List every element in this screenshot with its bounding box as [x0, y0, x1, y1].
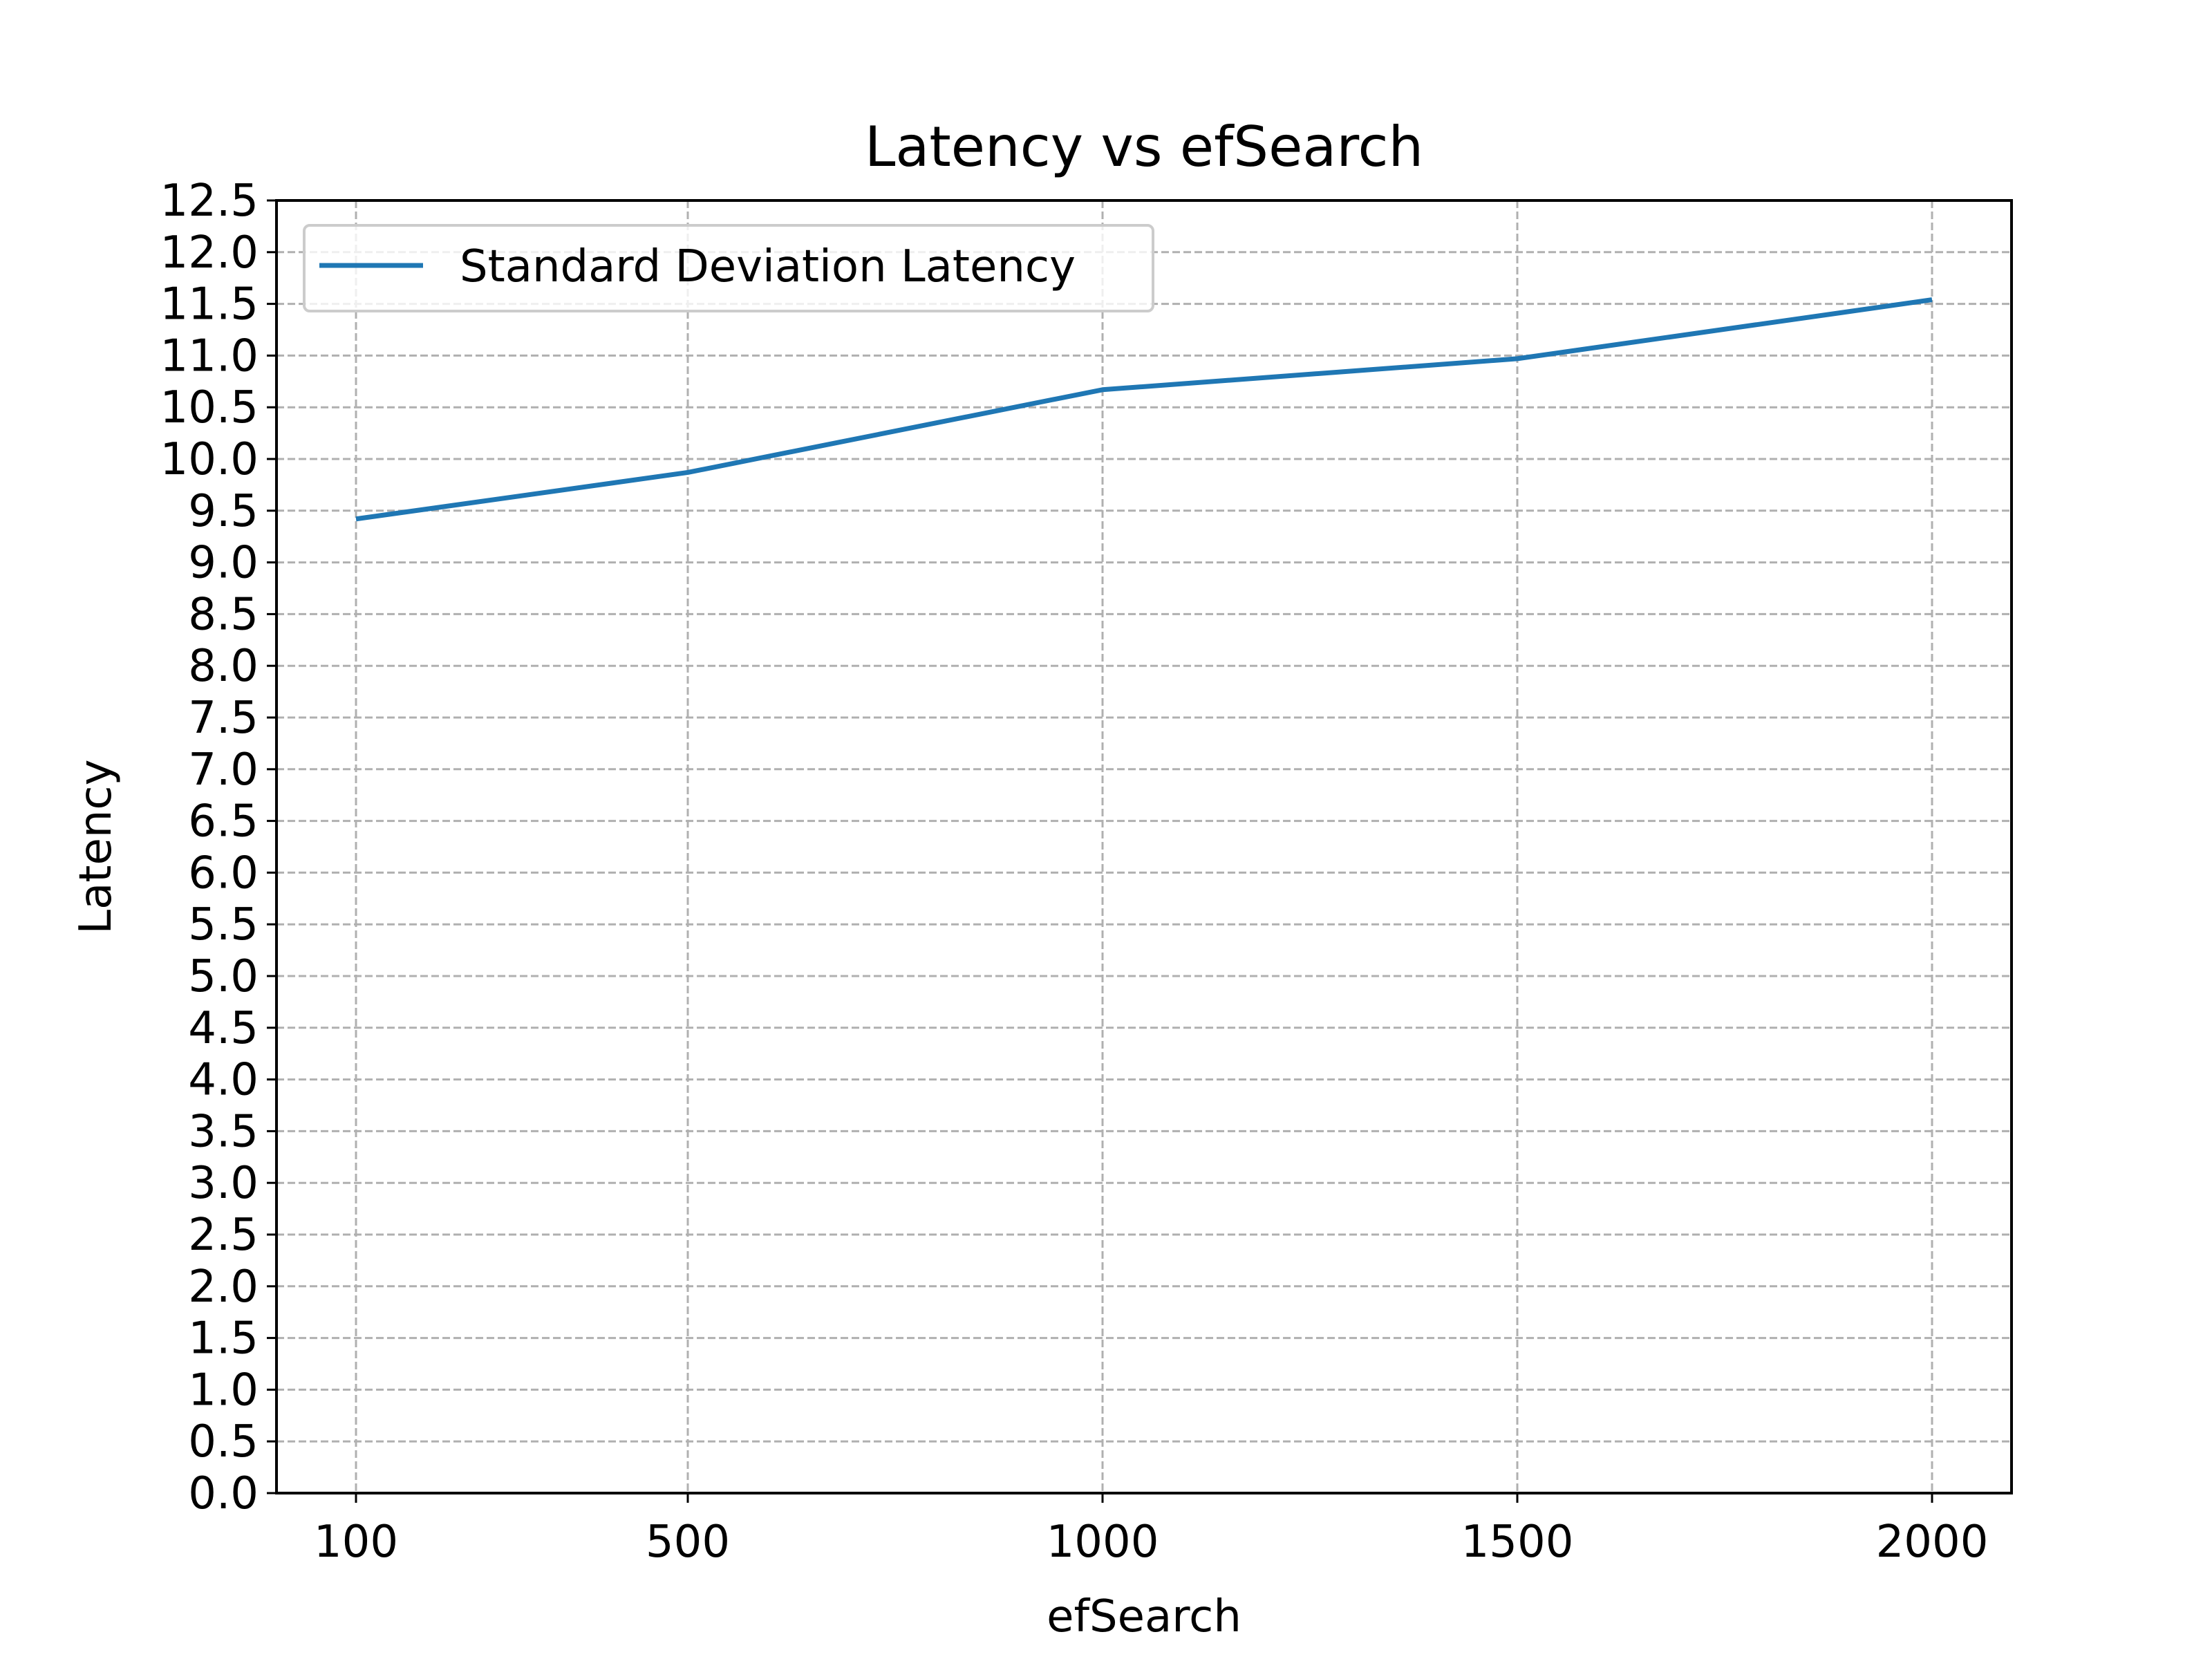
y-tick-label: 8.5 [188, 589, 259, 640]
y-tick-label: 4.5 [188, 1003, 259, 1054]
chart-title: Latency vs efSearch [865, 115, 1423, 179]
y-tick-label: 0.0 [188, 1468, 259, 1519]
grid-lines [276, 199, 2012, 1494]
y-axis-label: Latency [71, 760, 122, 935]
x-tick-label: 100 [314, 1517, 398, 1568]
y-tick-label: 10.0 [160, 434, 259, 485]
y-tick-label: 1.0 [188, 1365, 259, 1416]
legend: Standard Deviation Latency [303, 224, 1154, 312]
series-line [355, 297, 1933, 522]
x-tick-label: 1000 [1047, 1517, 1159, 1568]
y-tick-label: 7.5 [188, 693, 259, 744]
y-tick-label: 2.0 [188, 1262, 259, 1313]
y-tick-label: 3.5 [188, 1106, 259, 1157]
y-tick-label: 5.0 [188, 951, 259, 1002]
x-tick-label: 500 [646, 1517, 730, 1568]
y-tick-label: 4.0 [188, 1055, 259, 1106]
y-tick-label: 7.0 [188, 744, 259, 796]
y-tick-label: 1.5 [188, 1313, 259, 1365]
y-tick-label: 10.5 [160, 382, 259, 433]
y-tick-label: 6.0 [188, 847, 259, 899]
y-tick-label: 5.5 [188, 899, 259, 950]
legend-label: Standard Deviation Latency [460, 241, 1076, 292]
x-axis-label: efSearch [1047, 1591, 1241, 1642]
x-tick-label: 1500 [1461, 1517, 1574, 1568]
y-tick-label: 9.5 [188, 486, 259, 537]
y-tick-label: 3.0 [188, 1158, 259, 1209]
y-tick-label: 8.0 [188, 641, 259, 692]
plot-area-frame [275, 199, 2013, 1494]
y-tick-label: 2.5 [188, 1210, 259, 1261]
y-tick-label: 12.0 [160, 227, 259, 279]
y-tick-label: 12.5 [160, 176, 259, 227]
x-tick-label: 2000 [1876, 1517, 1989, 1568]
y-tick-label: 6.5 [188, 796, 259, 847]
y-tick-label: 11.0 [160, 330, 259, 382]
legend-frame [303, 224, 1154, 312]
y-tick-label: 11.5 [160, 279, 259, 330]
y-tick-label: 0.5 [188, 1416, 259, 1468]
series-layer [355, 297, 1933, 522]
y-tick-label: 9.0 [188, 538, 259, 589]
axis-ticks: 100 500 1000 1500 2000 0.00.51.01.52.02.53.03… [160, 176, 1989, 1568]
